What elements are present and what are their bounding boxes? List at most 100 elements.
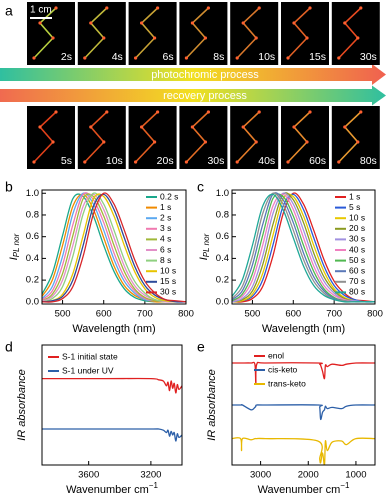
x-tick-label: 3200 bbox=[140, 470, 161, 481]
chain-dot bbox=[134, 160, 138, 164]
chain-dot bbox=[305, 140, 309, 144]
chain-dot bbox=[156, 110, 160, 114]
time-label: 2s bbox=[61, 51, 72, 63]
plot-frame bbox=[41, 189, 187, 305]
process-arrow bbox=[0, 85, 386, 106]
x-axis-label: Wavelength (nm) bbox=[72, 323, 155, 335]
chain-dot bbox=[241, 125, 245, 129]
x-tick-label: 3000 bbox=[250, 470, 271, 481]
chain-dot bbox=[184, 56, 188, 60]
chain bbox=[338, 111, 362, 163]
series-line bbox=[232, 193, 375, 303]
x-tick-label: 600 bbox=[96, 309, 112, 320]
y-tick-label: 0.2 bbox=[216, 275, 229, 286]
x-tick-label: 500 bbox=[244, 309, 260, 320]
legend-label: 4 s bbox=[160, 234, 171, 244]
series-line bbox=[42, 192, 186, 303]
chain-dot bbox=[140, 125, 144, 129]
legend-label: 3 s bbox=[160, 223, 171, 233]
chain-dot bbox=[292, 21, 296, 25]
legend-label: 6 s bbox=[160, 244, 171, 254]
chain bbox=[287, 111, 311, 163]
legend-label: 2 s bbox=[160, 212, 171, 222]
y-tick-label: 1.0 bbox=[26, 188, 39, 199]
series-line bbox=[232, 403, 375, 421]
chain-dot bbox=[343, 125, 347, 129]
legend-label: 1 s bbox=[349, 191, 360, 201]
chain-dot bbox=[83, 56, 87, 60]
chain-dot bbox=[153, 140, 157, 144]
chain-dot bbox=[32, 160, 36, 164]
chain-dot bbox=[343, 21, 347, 25]
panel-letter: e bbox=[197, 339, 205, 355]
legend-label: 5 s bbox=[349, 202, 360, 212]
y-axis-label: IPL nor bbox=[8, 233, 21, 260]
x-tick-label: 800 bbox=[178, 309, 194, 320]
x-axis-label-sup: −1 bbox=[340, 481, 350, 490]
x-tick-label: 800 bbox=[367, 309, 383, 320]
chain-dot bbox=[254, 36, 258, 40]
y-axis-label-sub: PL nor bbox=[202, 233, 211, 257]
legend-label: S-1 under UV bbox=[62, 365, 114, 375]
chain-dot bbox=[203, 36, 207, 40]
plot-frame bbox=[231, 189, 376, 305]
panel-letter: d bbox=[5, 339, 13, 355]
x-axis-label-text: Wavelength (nm) bbox=[72, 323, 155, 335]
scale-label: 1 cm bbox=[30, 5, 52, 16]
chain-dot bbox=[190, 125, 194, 129]
chain-dot bbox=[206, 6, 210, 10]
time-label: 10s bbox=[106, 155, 123, 167]
legend-label: 8 s bbox=[160, 255, 171, 265]
arrow-label: photochromic process bbox=[151, 69, 259, 81]
process-arrow bbox=[0, 64, 386, 85]
arrow-label: recovery process bbox=[163, 90, 247, 102]
legend-label: 0.2 s bbox=[160, 191, 178, 201]
chain-dot bbox=[203, 140, 207, 144]
chain-dot bbox=[254, 140, 258, 144]
chain-dot bbox=[190, 21, 194, 25]
y-tick-label: 1.0 bbox=[216, 188, 229, 199]
chain-dot bbox=[235, 56, 239, 60]
chain-dot bbox=[38, 125, 42, 129]
chain bbox=[33, 7, 57, 59]
chain-dot bbox=[206, 110, 210, 114]
time-label: 10s bbox=[258, 51, 275, 63]
chain bbox=[287, 7, 311, 59]
x-tick-label: 500 bbox=[55, 309, 71, 320]
x-axis-label: Wavenumber cm−1 bbox=[258, 481, 350, 496]
legend-label: 50 s bbox=[349, 255, 365, 265]
y-axis-label-text: IR absorbance bbox=[206, 369, 218, 441]
legend-label: trans-keto bbox=[268, 378, 306, 388]
chain bbox=[84, 111, 108, 163]
chain-dot bbox=[308, 6, 312, 10]
legend-label: 30 s bbox=[160, 287, 176, 297]
y-tick-label: 0.8 bbox=[216, 209, 229, 220]
chain-dot bbox=[305, 36, 309, 40]
y-axis-label-text: I bbox=[8, 257, 20, 260]
chain-dot bbox=[54, 6, 58, 10]
legend-label: 15 s bbox=[160, 276, 176, 286]
legend-label: 10 s bbox=[349, 212, 365, 222]
chain bbox=[236, 7, 260, 59]
y-tick-label: 0.0 bbox=[26, 296, 39, 307]
time-label: 80s bbox=[360, 155, 377, 167]
chain-dot bbox=[83, 160, 87, 164]
y-axis-label: IPL nor bbox=[198, 233, 211, 260]
x-tick-label: 700 bbox=[137, 309, 153, 320]
chain bbox=[84, 7, 108, 59]
x-tick-label: 3600 bbox=[78, 470, 99, 481]
chain-dot bbox=[235, 160, 239, 164]
y-tick-label: 0.4 bbox=[26, 253, 39, 264]
chain-dot bbox=[359, 6, 363, 10]
x-axis-label-text: Wavenumber cm bbox=[66, 484, 149, 496]
chain-dot bbox=[184, 160, 188, 164]
panel-letter: b bbox=[5, 179, 13, 195]
time-label: 15s bbox=[309, 51, 326, 63]
chain-dot bbox=[105, 6, 109, 10]
legend-label: S-1 initial state bbox=[62, 351, 118, 361]
y-tick-label: 0.2 bbox=[26, 275, 39, 286]
chain-dot bbox=[89, 125, 93, 129]
chain-dot bbox=[102, 36, 106, 40]
legend-label: 60 s bbox=[349, 265, 365, 275]
